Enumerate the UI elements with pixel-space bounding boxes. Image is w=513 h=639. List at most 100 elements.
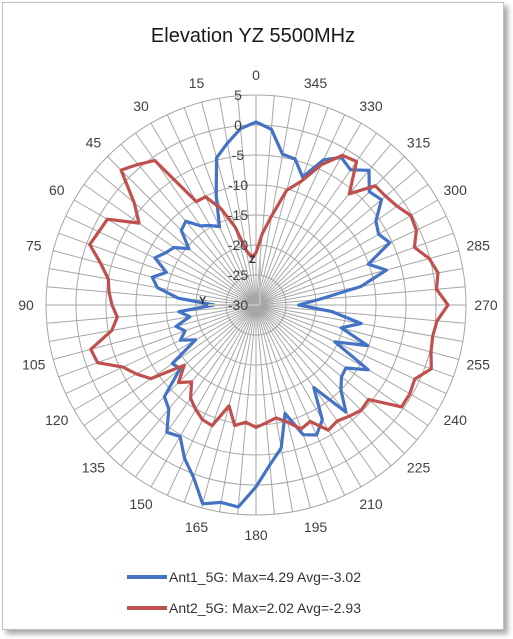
angle-tick-label: 165 — [185, 519, 209, 535]
spoke-285 — [255, 250, 459, 306]
spoke-80 — [49, 268, 257, 306]
angle-tick-label: 225 — [407, 460, 431, 476]
radial-tick-label: 0 — [234, 117, 242, 133]
spoke-155 — [166, 304, 257, 496]
radial-tick-label: -30 — [228, 297, 248, 313]
spoke-330 — [255, 122, 362, 306]
angle-tick-label: 60 — [49, 182, 65, 198]
spoke-110 — [58, 304, 257, 378]
legend-swatch-ant2 — [127, 606, 167, 610]
spoke-160 — [183, 304, 257, 503]
ring--5 — [105, 154, 407, 456]
radial-tick-label: -5 — [232, 147, 245, 163]
spoke-135 — [107, 304, 257, 454]
radial-tick-label: -15 — [228, 207, 248, 223]
ring--10 — [135, 184, 377, 426]
angle-tick-label: 255 — [467, 357, 491, 373]
series-layer — [88, 120, 450, 509]
angle-tick-label: 240 — [444, 412, 468, 428]
spoke-305 — [255, 184, 429, 306]
angle-tick-label: 270 — [474, 297, 498, 313]
angle-tick-label: 195 — [304, 519, 328, 535]
spoke-30 — [150, 122, 257, 306]
series-line-ant2 — [88, 153, 450, 432]
spoke-300 — [255, 199, 439, 306]
spoke-205 — [255, 304, 346, 496]
spoke-150 — [150, 304, 257, 488]
spoke-275 — [255, 286, 466, 306]
spoke-85 — [46, 286, 257, 306]
spoke-240 — [255, 304, 439, 411]
spoke-100 — [49, 304, 257, 342]
spoke-265 — [255, 304, 466, 324]
spoke-310 — [255, 169, 418, 306]
angle-tick-label: 45 — [86, 134, 102, 150]
angle-tick-label: 180 — [244, 527, 268, 543]
angle-tick-label: 105 — [22, 357, 46, 373]
spoke-55 — [83, 184, 257, 306]
spoke-145 — [135, 304, 257, 478]
legend-swatch-ant1 — [127, 575, 167, 579]
legend-label-ant1: Ant1_5G: Max=4.29 Avg=-3.02 — [169, 569, 361, 585]
z-axis-label: Z — [249, 254, 256, 266]
spoke-120 — [73, 304, 257, 411]
ring--20 — [195, 244, 317, 366]
spoke-210 — [255, 304, 362, 488]
angle-tick-label: 315 — [407, 134, 431, 150]
spoke-175 — [237, 304, 257, 515]
spoke-250 — [255, 304, 454, 378]
spoke-105 — [53, 304, 257, 360]
angle-tick-label: 330 — [359, 98, 383, 114]
angle-tick-label: 210 — [359, 496, 383, 512]
spoke-350 — [255, 98, 293, 306]
spoke-185 — [255, 304, 275, 515]
spoke-195 — [255, 304, 311, 508]
spoke-95 — [46, 304, 257, 324]
spoke-40 — [120, 143, 257, 306]
legend-item-ant2: Ant2_5G: Max=2.02 Avg=-2.93 — [127, 598, 361, 618]
angle-tick-label: 30 — [133, 98, 149, 114]
spoke-220 — [255, 304, 392, 467]
spoke-125 — [83, 304, 257, 426]
ring-5 — [45, 94, 467, 516]
spoke-340 — [255, 107, 329, 306]
angle-tick-label: 120 — [45, 412, 69, 428]
legend-label-ant2: Ant2_5G: Max=2.02 Avg=-2.93 — [169, 600, 361, 616]
angle-tick-label: 75 — [26, 238, 42, 254]
spoke-190 — [255, 304, 293, 512]
spoke-140 — [120, 304, 257, 467]
chart-title: Elevation YZ 5500MHz — [150, 25, 356, 47]
radial-tick-label: -25 — [228, 267, 248, 283]
angle-tick-label: 150 — [129, 496, 153, 512]
angle-tick-label: 0 — [252, 67, 260, 83]
radial-tick-label: -20 — [228, 237, 248, 253]
spoke-170 — [219, 304, 257, 512]
spoke-345 — [255, 102, 311, 306]
angle-tick-label: 135 — [82, 460, 106, 476]
spoke-200 — [255, 304, 329, 503]
spoke-10 — [219, 98, 257, 306]
spoke-115 — [65, 304, 257, 395]
series-line-ant1 — [150, 120, 392, 509]
spoke-290 — [255, 232, 454, 306]
radial-tick-label: -10 — [228, 177, 248, 193]
angle-tick-label: 15 — [189, 75, 205, 91]
spoke-315 — [255, 156, 405, 306]
angle-tick-label: 285 — [467, 238, 491, 254]
spoke-65 — [65, 215, 257, 306]
spoke-230 — [255, 304, 418, 441]
ring--15 — [165, 214, 347, 396]
chart-frame: Elevation YZ 5500MHz Z Y 5 0 -5 -10 -15 -20 -25-… — [2, 2, 504, 630]
spoke-50 — [94, 169, 257, 306]
spoke-25 — [166, 114, 257, 306]
angle-tick-label: 90 — [18, 297, 34, 313]
spoke-255 — [255, 304, 459, 360]
radial-tick-label: 5 — [234, 87, 242, 103]
label-layer: ZY50-5-10-15-20-25-300153045607590105120… — [18, 67, 498, 543]
spoke-15 — [201, 102, 257, 306]
spoke-225 — [255, 304, 405, 454]
legend-item-ant1: Ant1_5G: Max=4.29 Avg=-3.02 — [127, 567, 361, 587]
y-axis-label: Y — [199, 295, 207, 307]
spoke-295 — [255, 215, 447, 306]
angle-tick-label: 345 — [304, 75, 328, 91]
